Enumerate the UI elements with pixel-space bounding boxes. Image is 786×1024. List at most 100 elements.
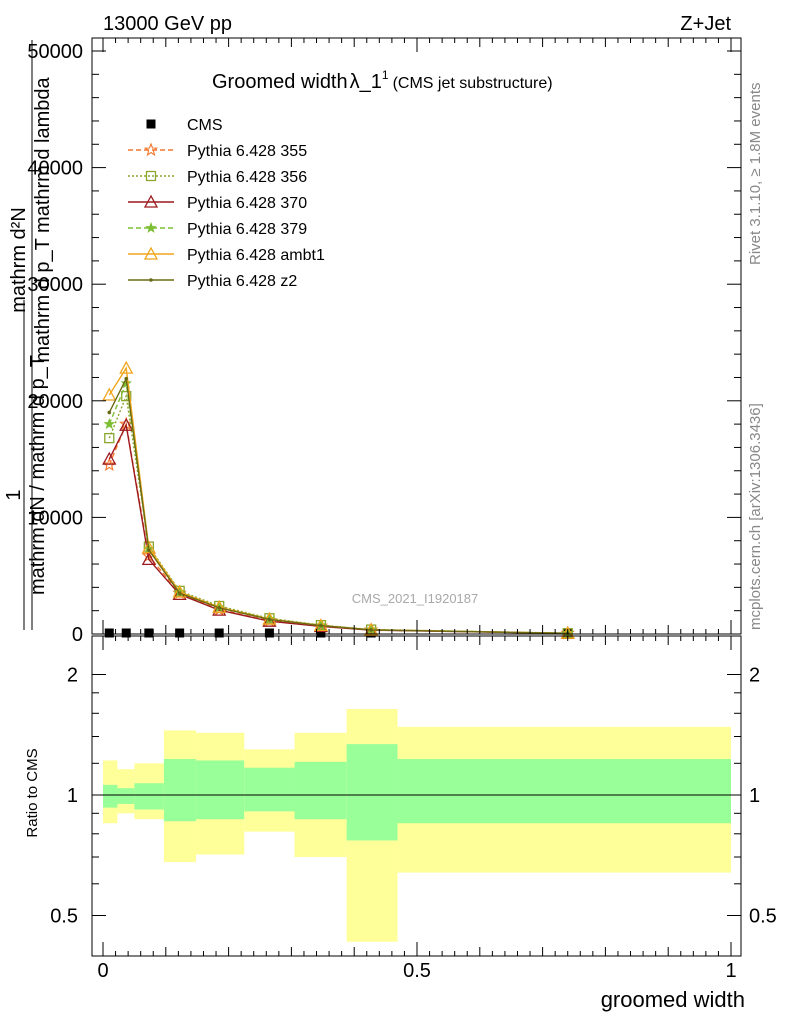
series-2 [104,390,573,639]
legend-label-0: CMS [187,117,223,134]
main-ytick-label-0: 0 [72,624,83,646]
series-0-point-3 [175,628,185,638]
series-0-point-1 [121,628,131,638]
ratio-ytick-label-2: 2 [67,665,78,687]
legend-entry-4: Pythia 6.428 379 [128,221,307,238]
chart-title-lambda: λ_1 [350,71,382,93]
series-0-point-2 [144,628,154,638]
series-0-point-5 [264,628,274,638]
series-0-point-4 [214,628,224,638]
series-6-point-2 [147,548,151,552]
series-3 [102,417,575,640]
ratio-band-inner-4 [195,760,245,820]
legend-label-5: Pythia 6.428 ambt1 [187,247,325,264]
series-line-3 [108,423,568,635]
legend-marker-6 [149,278,153,282]
energy-label: 13000 GeV pp [103,13,232,35]
ratio-band-inner-8 [397,759,731,824]
main-ytick-label-2: 20000 [27,391,83,413]
legend-marker-5 [143,246,159,260]
ratio-ytick-label-0: 0.5 [50,906,78,928]
chart-title: Groomed width λ_11 (CMS jet substructure) [212,68,553,93]
ratio-uncertainty-bands [92,708,741,942]
series-5-point-2 [141,540,156,554]
process-label: Z+Jet [680,13,731,35]
series-5-point-1 [119,360,134,374]
legend-label-4: Pythia 6.428 379 [187,221,307,238]
series-4-point-0 [103,418,116,430]
axes-frames: 0 10000 20000 30000 40000 50000 0 0.5 1 0.5 0.5 1 1 2… [27,37,777,982]
legend-entry-6: Pythia 6.428 z2 [128,273,297,290]
xtick-label-2: 1 [725,960,736,982]
ratio-band-inner-3 [163,759,196,822]
legend-marker-1 [143,142,159,157]
ylabel-main-numerator: 1 [3,489,25,500]
series-5-point-0 [102,387,117,401]
chart-title-sup: 1 [382,68,389,82]
legend-entry-2: Pythia 6.428 356 [128,169,307,186]
legend: CMS Pythia 6.428 355 Pythia 6.428 356 Pythi… [128,117,325,290]
mcplots-label: mcplots.cern.ch [arXiv:1306.3436] [747,403,764,630]
series-5-point-3 [172,584,187,598]
main-ytick-label-3: 30000 [27,274,83,296]
series-3-point-0 [102,451,117,465]
ratio-ytick-label-1: 1 [67,785,78,807]
xlabel: groomed width [601,987,745,1012]
legend-entry-0: CMS [146,117,223,134]
main-ylabel: mathrm d²N mathrm d p_T mathrm d lambda … [3,40,54,630]
ratio-ylabel: Ratio to CMS [24,748,41,837]
ratio-ytick-label-right-0: 0.5 [749,906,777,928]
series-3-point-1 [119,417,134,431]
ratio-band-inner-7 [346,744,398,841]
analysis-watermark: CMS_2021_I1920187 [352,591,479,606]
ylabel-main-denominator: mathrm dN / mathrm d p_T [27,355,49,595]
ratio-band-inner-1 [117,788,135,804]
series-line-1 [108,421,568,634]
legend-label-2: Pythia 6.428 356 [187,169,307,186]
main-ytick-label-5: 50000 [27,41,83,63]
ylabel-top-numerator: mathrm d²N [8,207,30,313]
ratio-band-inner-0 [103,784,118,808]
series-4 [103,377,574,639]
series-6-point-6 [319,623,323,628]
series-2-point-1 [121,390,132,402]
legend-entry-5: Pythia 6.428 ambt1 [128,246,325,264]
ratio-ytick-label-right-1: 1 [749,785,760,807]
series-5 [102,360,575,639]
series-1 [102,416,575,640]
ratio-band-inner-2 [134,783,164,810]
rivet-label: Rivet 3.1.10, ≥ 1.8M events [747,83,764,266]
series-2-point-0 [104,432,115,444]
legend-marker-0 [146,119,156,129]
series-6-point-1 [124,376,129,381]
legend-label-6: Pythia 6.428 z2 [187,273,297,290]
series-3-point-4 [212,602,227,616]
series-6-point-4 [217,605,221,610]
series-1-point-0 [102,457,117,472]
legend-entry-1: Pythia 6.428 355 [128,142,307,160]
legend-entry-3: Pythia 6.428 370 [128,194,307,212]
series-0-point-0 [104,628,114,638]
main-series-group [102,360,575,640]
xtick-label-0: 0 [97,960,108,982]
series-6-point-7 [369,628,373,632]
series-6-point-0 [107,410,112,415]
legend-marker-2 [145,170,157,182]
main-ytick-label-1: 10000 [27,507,83,529]
series-3-point-5 [262,613,277,627]
ylabel-top-denominator: mathrm d p_T mathrm d lambda [32,76,54,362]
xtick-label-1: 0.5 [403,960,431,982]
chart-title-main: Groomed width [212,71,348,93]
legend-label-1: Pythia 6.428 355 [187,143,307,160]
series-6-point-5 [267,617,272,622]
series-3-point-2 [141,552,156,566]
chart-title-sub: (CMS jet substructure) [393,75,553,92]
legend-marker-4 [145,221,157,233]
ratio-band-inner-5 [244,767,295,812]
main-ytick-label-4: 40000 [27,158,83,180]
series-6-point-3 [177,591,182,595]
legend-label-3: Pythia 6.428 370 [187,195,307,212]
series-0-point-6 [316,628,326,638]
ratio-ytick-label-right-2: 2 [749,665,760,687]
